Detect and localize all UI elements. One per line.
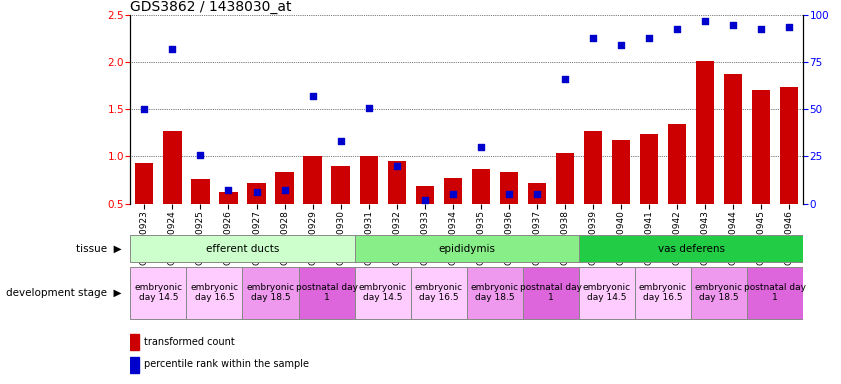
Point bbox=[446, 191, 459, 197]
Bar bbox=[130, 334, 139, 350]
Bar bbox=[467, 266, 523, 319]
Text: embryonic
day 16.5: embryonic day 16.5 bbox=[190, 283, 239, 303]
Point bbox=[586, 35, 600, 41]
Bar bbox=[130, 235, 355, 262]
Bar bbox=[696, 61, 714, 204]
Bar bbox=[191, 179, 209, 204]
Bar bbox=[331, 166, 350, 204]
Bar bbox=[556, 153, 574, 204]
Bar bbox=[410, 266, 467, 319]
Bar bbox=[500, 172, 518, 204]
Text: epididymis: epididymis bbox=[438, 243, 495, 254]
Bar bbox=[640, 134, 658, 204]
Bar bbox=[523, 266, 579, 319]
Point bbox=[754, 25, 768, 31]
Bar bbox=[611, 141, 630, 204]
Bar bbox=[355, 266, 410, 319]
Bar bbox=[724, 74, 742, 204]
Point bbox=[278, 187, 291, 194]
Point bbox=[250, 189, 263, 195]
Point bbox=[362, 104, 375, 111]
Bar bbox=[415, 185, 434, 204]
Point bbox=[698, 18, 711, 24]
Point bbox=[193, 152, 207, 158]
Bar bbox=[355, 235, 579, 262]
Bar bbox=[691, 266, 747, 319]
Bar bbox=[780, 87, 798, 204]
Point bbox=[502, 191, 516, 197]
Text: embryonic
day 18.5: embryonic day 18.5 bbox=[695, 283, 743, 303]
Text: postnatal day
1: postnatal day 1 bbox=[520, 283, 582, 303]
Bar bbox=[584, 131, 602, 204]
Text: embryonic
day 16.5: embryonic day 16.5 bbox=[415, 283, 463, 303]
Bar bbox=[299, 266, 355, 319]
Text: embryonic
day 14.5: embryonic day 14.5 bbox=[135, 283, 182, 303]
Bar bbox=[187, 266, 242, 319]
Text: embryonic
day 14.5: embryonic day 14.5 bbox=[583, 283, 631, 303]
Text: postnatal day
1: postnatal day 1 bbox=[295, 283, 357, 303]
Text: postnatal day
1: postnatal day 1 bbox=[744, 283, 807, 303]
Point bbox=[643, 35, 656, 41]
Bar bbox=[579, 266, 635, 319]
Bar bbox=[747, 266, 803, 319]
Point bbox=[390, 163, 404, 169]
Bar bbox=[220, 192, 237, 204]
Text: embryonic
day 18.5: embryonic day 18.5 bbox=[471, 283, 519, 303]
Point bbox=[558, 76, 572, 83]
Text: GDS3862 / 1438030_at: GDS3862 / 1438030_at bbox=[130, 0, 292, 14]
Bar bbox=[527, 183, 546, 204]
Bar bbox=[130, 266, 187, 319]
Point bbox=[418, 197, 431, 203]
Point bbox=[334, 138, 347, 144]
Bar bbox=[443, 178, 462, 204]
Bar bbox=[130, 356, 139, 372]
Point bbox=[670, 25, 684, 31]
Bar bbox=[359, 156, 378, 204]
Text: embryonic
day 16.5: embryonic day 16.5 bbox=[639, 283, 687, 303]
Bar bbox=[275, 172, 294, 204]
Bar bbox=[247, 183, 266, 204]
Text: transformed count: transformed count bbox=[144, 337, 235, 347]
Bar bbox=[135, 163, 153, 204]
Point bbox=[222, 187, 235, 194]
Bar bbox=[635, 266, 691, 319]
Text: %: % bbox=[840, 2, 841, 12]
Text: development stage  ▶: development stage ▶ bbox=[7, 288, 122, 298]
Bar bbox=[472, 169, 489, 204]
Point bbox=[530, 191, 543, 197]
Point bbox=[306, 93, 320, 99]
Bar bbox=[752, 90, 770, 204]
Bar bbox=[242, 266, 299, 319]
Point bbox=[727, 22, 740, 28]
Text: tissue  ▶: tissue ▶ bbox=[77, 243, 122, 254]
Text: embryonic
day 14.5: embryonic day 14.5 bbox=[358, 283, 407, 303]
Text: efferent ducts: efferent ducts bbox=[206, 243, 279, 254]
Bar bbox=[163, 131, 182, 204]
Bar bbox=[668, 124, 686, 204]
Point bbox=[474, 144, 488, 150]
Text: percentile rank within the sample: percentile rank within the sample bbox=[144, 359, 309, 369]
Bar bbox=[388, 161, 405, 204]
Point bbox=[614, 42, 627, 48]
Bar bbox=[579, 235, 803, 262]
Point bbox=[166, 46, 179, 52]
Text: embryonic
day 18.5: embryonic day 18.5 bbox=[246, 283, 294, 303]
Bar bbox=[304, 156, 321, 204]
Point bbox=[138, 106, 151, 113]
Point bbox=[782, 23, 796, 30]
Text: vas deferens: vas deferens bbox=[658, 243, 725, 254]
